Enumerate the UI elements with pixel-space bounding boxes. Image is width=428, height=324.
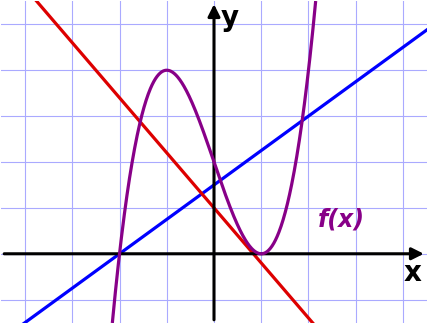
Text: x: x — [404, 259, 422, 287]
Text: y: y — [221, 4, 239, 32]
Text: f(x): f(x) — [318, 207, 365, 231]
